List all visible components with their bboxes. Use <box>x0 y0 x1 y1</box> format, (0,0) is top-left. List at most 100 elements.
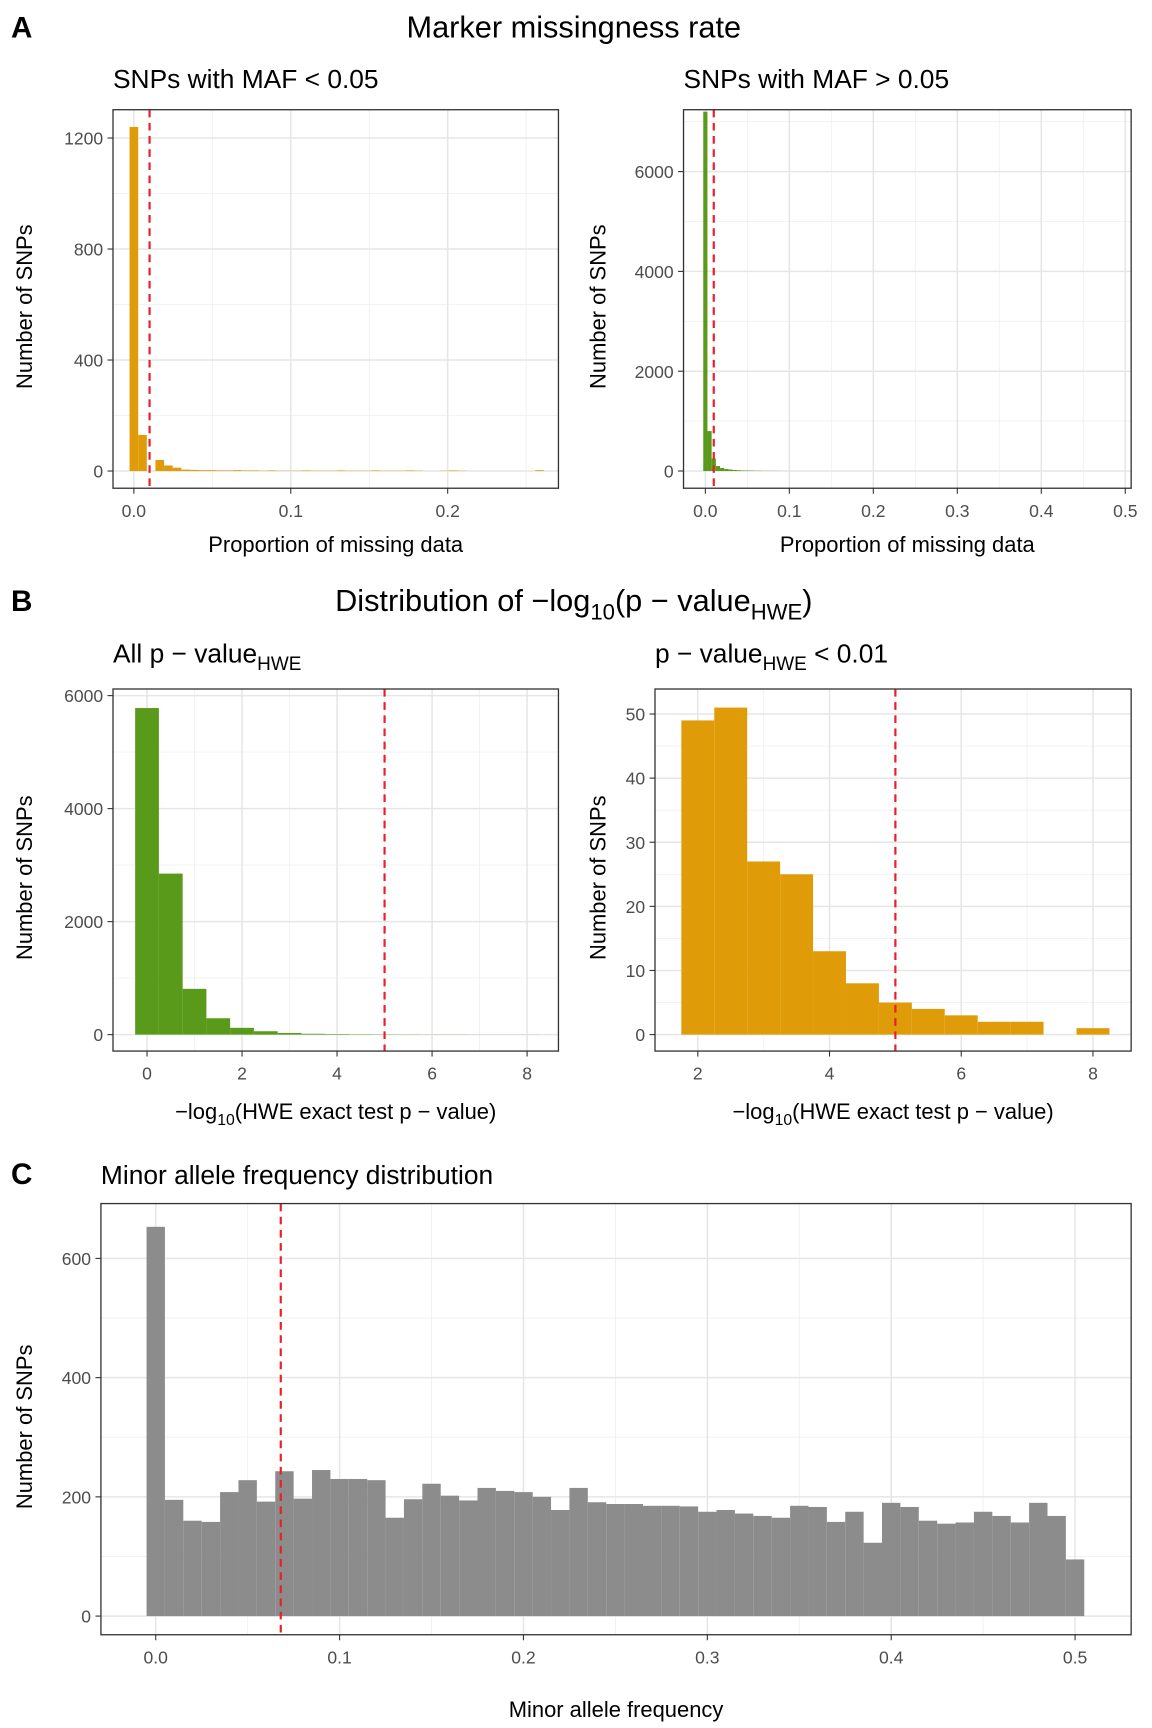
bar <box>606 1504 625 1617</box>
x-tick-label: 0.2 <box>861 501 885 521</box>
bar <box>711 458 716 472</box>
x-tick-label: 2 <box>693 1064 703 1084</box>
bar <box>642 1505 662 1617</box>
y-tick-label: 6000 <box>635 162 674 182</box>
y-tick-label: 0 <box>81 1607 91 1627</box>
bar <box>325 1034 349 1035</box>
bar <box>224 470 234 472</box>
x-tick-label: 0.3 <box>695 1647 719 1667</box>
x-tick-label: 8 <box>522 1064 532 1084</box>
bar <box>813 951 846 1035</box>
bar <box>720 468 725 472</box>
bar <box>698 1511 717 1617</box>
bar <box>164 1499 184 1617</box>
x-tick-label: 8 <box>1088 1064 1098 1084</box>
bar <box>215 470 225 472</box>
bar <box>230 1027 254 1035</box>
bar <box>220 1492 239 1617</box>
bar <box>714 707 748 1035</box>
x-tick-label: 0.1 <box>777 501 801 521</box>
x-tick-label: 4 <box>825 1064 835 1084</box>
bar <box>301 1033 326 1035</box>
y-tick-label: 50 <box>626 705 646 725</box>
bar <box>1010 1522 1030 1617</box>
chart-title: Minor allele frequency distribution <box>101 1160 493 1190</box>
bar <box>587 1502 607 1617</box>
bar <box>1047 1515 1066 1617</box>
bar <box>348 1478 368 1617</box>
y-tick-label: 30 <box>626 833 646 853</box>
bar <box>1010 1021 1044 1035</box>
bar <box>736 470 742 472</box>
bar <box>624 1504 643 1617</box>
x-tick-label: 0.4 <box>1029 501 1054 521</box>
plot-panel <box>113 109 559 489</box>
bar <box>448 470 458 472</box>
bar <box>422 1483 441 1617</box>
bar <box>253 1031 278 1035</box>
x-axis-label: Proportion of missing data <box>780 532 1036 557</box>
y-axis-label: Number of SNPs <box>12 224 37 389</box>
bar <box>707 431 712 472</box>
bar <box>135 708 159 1035</box>
bar <box>900 1506 919 1617</box>
bar <box>826 1521 846 1617</box>
x-tick-label: 6 <box>427 1064 437 1084</box>
y-tick-label: 400 <box>62 1368 92 1388</box>
bar <box>201 1521 221 1617</box>
x-axis-label: −log10(HWE exact test p − value) <box>732 1099 1053 1129</box>
bar <box>312 1470 331 1617</box>
bar <box>241 470 251 472</box>
x-tick-label: 0.0 <box>144 1647 169 1667</box>
plot-panel <box>683 109 1132 489</box>
panel-border <box>100 1202 1132 1636</box>
section-title: Distribution of −log10(p − valueHWE) <box>335 583 812 625</box>
bar <box>747 861 781 1035</box>
bar <box>250 470 260 472</box>
bar <box>182 988 207 1035</box>
y-tick-label: 4000 <box>64 799 103 819</box>
bar <box>863 1542 883 1617</box>
y-axis-label: Number of SNPs <box>12 1345 37 1510</box>
text-part: ) <box>802 583 812 618</box>
bar <box>845 983 879 1035</box>
bar <box>790 1505 809 1617</box>
y-axis-label: Number of SNPs <box>12 795 37 960</box>
bar <box>189 469 199 472</box>
bar <box>569 1487 588 1617</box>
bar <box>206 1018 231 1035</box>
bar <box>973 1511 993 1617</box>
bar <box>771 1517 791 1617</box>
bar <box>164 465 173 472</box>
bar <box>808 1506 827 1617</box>
section-label: A <box>11 11 32 44</box>
bar <box>535 470 544 472</box>
text-part: All p − value <box>113 639 257 669</box>
x-tick-label: 0.0 <box>693 501 718 521</box>
bar <box>277 1032 302 1035</box>
bar <box>944 1015 978 1035</box>
bar <box>138 434 147 472</box>
x-tick-label: 2 <box>237 1064 247 1084</box>
bar <box>1065 1559 1085 1617</box>
x-tick-label: 0.5 <box>1113 501 1138 521</box>
y-tick-label: 0 <box>664 462 674 482</box>
bar <box>753 1515 772 1617</box>
x-tick-label: 0.5 <box>1063 1647 1088 1667</box>
bar <box>385 1517 404 1617</box>
y-tick-label: 800 <box>74 240 104 260</box>
bar <box>155 459 165 472</box>
bar <box>937 1523 956 1617</box>
bar <box>181 469 190 472</box>
subscript: HWE <box>751 600 803 625</box>
y-axis-label: Number of SNPs <box>586 224 611 389</box>
y-tick-label: 10 <box>626 961 646 981</box>
bar <box>495 1490 515 1617</box>
subscript: HWE <box>257 654 301 675</box>
subscript: 10 <box>775 1112 793 1129</box>
section-label: B <box>11 585 32 618</box>
x-tick-label: 0.1 <box>279 501 303 521</box>
bar <box>336 470 346 472</box>
bar <box>918 1520 938 1617</box>
panel-border <box>112 109 560 489</box>
